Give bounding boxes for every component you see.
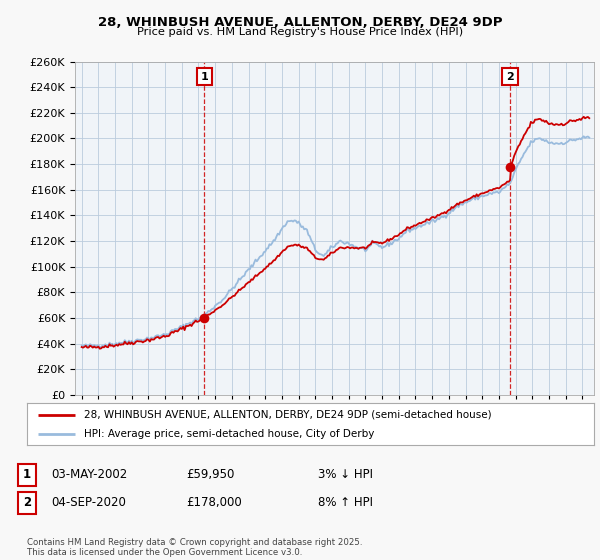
Text: 03-MAY-2002: 03-MAY-2002 bbox=[51, 468, 127, 481]
Text: 28, WHINBUSH AVENUE, ALLENTON, DERBY, DE24 9DP: 28, WHINBUSH AVENUE, ALLENTON, DERBY, DE… bbox=[98, 16, 502, 29]
Text: 8% ↑ HPI: 8% ↑ HPI bbox=[318, 496, 373, 509]
Text: Contains HM Land Registry data © Crown copyright and database right 2025.
This d: Contains HM Land Registry data © Crown c… bbox=[27, 538, 362, 557]
Text: Price paid vs. HM Land Registry's House Price Index (HPI): Price paid vs. HM Land Registry's House … bbox=[137, 27, 463, 37]
Text: 1: 1 bbox=[23, 468, 31, 481]
Text: 04-SEP-2020: 04-SEP-2020 bbox=[51, 496, 126, 509]
Text: £59,950: £59,950 bbox=[186, 468, 235, 481]
Text: 28, WHINBUSH AVENUE, ALLENTON, DERBY, DE24 9DP (semi-detached house): 28, WHINBUSH AVENUE, ALLENTON, DERBY, DE… bbox=[84, 409, 491, 419]
Text: 2: 2 bbox=[506, 72, 514, 82]
Text: 3% ↓ HPI: 3% ↓ HPI bbox=[318, 468, 373, 481]
Text: 2: 2 bbox=[23, 496, 31, 509]
Text: 1: 1 bbox=[200, 72, 208, 82]
Text: £178,000: £178,000 bbox=[186, 496, 242, 509]
Text: HPI: Average price, semi-detached house, City of Derby: HPI: Average price, semi-detached house,… bbox=[84, 429, 374, 439]
